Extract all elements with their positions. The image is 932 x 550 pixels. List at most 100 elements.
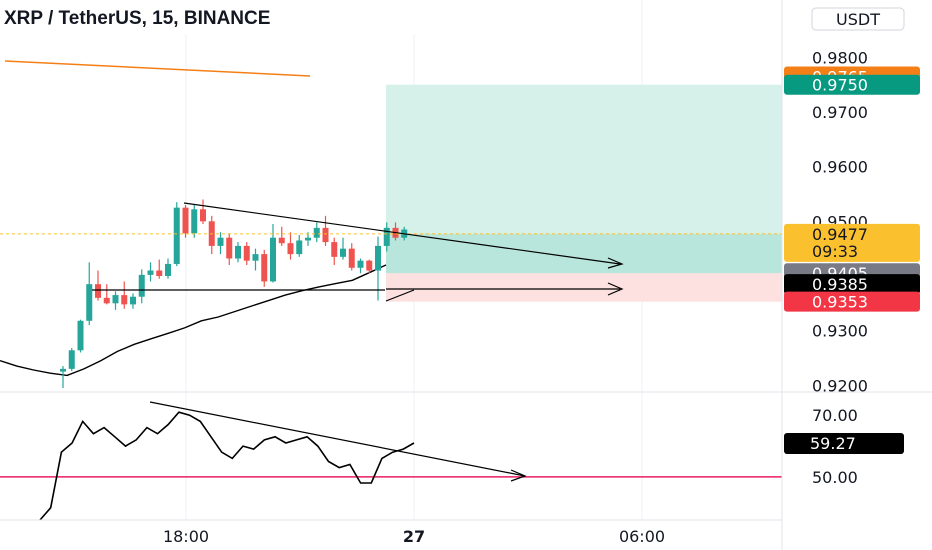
candle — [305, 232, 311, 246]
candle-body — [112, 295, 119, 304]
indicator-trendline[interactable] — [149, 401, 526, 477]
candle — [383, 222, 390, 252]
candle-body — [95, 284, 101, 298]
candle — [322, 215, 329, 246]
candle — [226, 233, 233, 266]
candle-body — [270, 237, 276, 282]
descending-trendline — [183, 202, 621, 265]
price-tick-label: 0.9700 — [812, 103, 868, 122]
currency-label: USDT — [836, 10, 880, 29]
trendline-arrowhead — [607, 257, 624, 269]
candle-body — [296, 240, 303, 255]
candle-body — [243, 245, 250, 261]
candle — [252, 248, 259, 271]
candle — [287, 232, 294, 260]
candle — [278, 226, 285, 246]
candle — [243, 242, 250, 266]
candle-body — [348, 248, 355, 268]
candle — [130, 293, 136, 309]
candle-body — [103, 297, 110, 304]
price-tick-label: 0.9800 — [812, 48, 868, 67]
candle-body — [287, 243, 294, 255]
currency-badge[interactable]: USDT — [811, 7, 905, 31]
candle-body — [252, 254, 259, 261]
candle-body — [86, 284, 93, 321]
trendline-drawings[interactable] — [92, 202, 624, 302]
candle-body — [340, 248, 346, 257]
candle-body — [191, 209, 198, 234]
price-tags: 0.97650.97500.947709:330.94050.93850.935… — [784, 66, 920, 312]
candle-body — [121, 295, 128, 305]
candle-body — [68, 350, 75, 369]
indicator-tick-label: 70.00 — [812, 406, 858, 425]
price-tag: 0.9750 — [784, 74, 920, 95]
price-tick-label: 0.9300 — [812, 322, 868, 341]
time-label-27: 27 — [403, 527, 425, 546]
candle — [366, 259, 373, 274]
candle-body — [200, 209, 206, 222]
candle — [200, 199, 206, 225]
candle-body — [130, 296, 136, 305]
price-tag-label: 0.9353 — [812, 293, 868, 312]
candle-body — [366, 260, 373, 271]
indicator-line — [39, 411, 415, 521]
candle — [103, 284, 110, 305]
candle — [313, 222, 320, 243]
indicator-current-tag: 59.27 — [784, 433, 904, 454]
candle-body — [173, 207, 180, 264]
candle — [296, 234, 303, 257]
candle — [235, 242, 241, 263]
candle-body — [261, 254, 268, 282]
indicator-current-label: 59.27 — [810, 434, 856, 453]
candle — [348, 243, 355, 271]
horizontal-drawing-line[interactable] — [4, 60, 311, 77]
candle — [95, 270, 101, 301]
time-axis[interactable]: 18:00 27 06:00 — [163, 527, 665, 546]
candle — [208, 215, 215, 255]
candle-body — [322, 227, 329, 243]
candle — [331, 237, 338, 266]
loss-zone[interactable] — [386, 273, 782, 302]
candle-body — [226, 237, 233, 259]
candle-body — [60, 368, 66, 372]
candle — [165, 258, 171, 279]
candle — [261, 249, 268, 287]
candle-body — [182, 207, 189, 234]
candle-body — [357, 260, 364, 268]
candle-body — [138, 274, 145, 297]
candle — [121, 281, 128, 309]
candle-body — [278, 237, 285, 244]
candle — [68, 348, 75, 372]
indicator-tick-label: 50.00 — [812, 468, 858, 487]
candle — [217, 232, 224, 255]
price-tag-label: 0.9477 — [812, 225, 868, 244]
candle-body — [375, 245, 381, 271]
price-tag-label: 0.9750 — [812, 76, 868, 95]
price-tag: 0.9353 — [784, 291, 920, 312]
candle-body — [235, 245, 241, 259]
projection-line — [385, 289, 415, 302]
candle-body — [77, 320, 84, 351]
indicator-axis[interactable]: 70.00 50.00 — [812, 406, 858, 487]
price-tag-countdown: 09:33 — [812, 242, 858, 261]
candle — [270, 224, 276, 283]
candle — [112, 291, 119, 310]
candle-body — [383, 227, 390, 246]
header: XRP / TetherUS, 15, BINANCE — [0, 0, 470, 34]
candle-body — [305, 237, 311, 241]
candle-body — [313, 227, 320, 238]
candle-body — [147, 270, 154, 275]
candle-body — [331, 242, 338, 257]
time-label-0600: 06:00 — [619, 527, 665, 546]
candle — [156, 259, 163, 279]
candle-body — [156, 270, 163, 276]
candle — [340, 237, 346, 260]
candlestick-series — [60, 199, 408, 388]
candle — [60, 366, 66, 388]
candle — [77, 319, 84, 353]
candle — [138, 269, 145, 304]
candle — [357, 258, 364, 274]
candle — [182, 204, 189, 238]
